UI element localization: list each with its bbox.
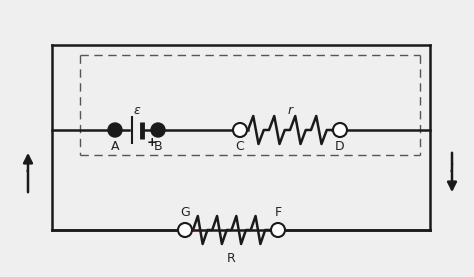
Text: I: I xyxy=(450,161,454,175)
Text: G: G xyxy=(180,206,190,219)
Circle shape xyxy=(333,123,347,137)
Text: A: A xyxy=(111,140,119,153)
Text: F: F xyxy=(274,206,282,219)
Circle shape xyxy=(108,123,122,137)
Circle shape xyxy=(271,223,285,237)
Text: R: R xyxy=(227,252,236,265)
Circle shape xyxy=(233,123,247,137)
Text: B: B xyxy=(154,140,162,153)
Text: ε: ε xyxy=(134,104,140,117)
Text: C: C xyxy=(236,140,245,153)
Text: +: + xyxy=(146,137,157,150)
Circle shape xyxy=(178,223,192,237)
Text: r: r xyxy=(287,104,292,117)
Text: D: D xyxy=(335,140,345,153)
Circle shape xyxy=(151,123,165,137)
Text: I: I xyxy=(26,161,30,175)
